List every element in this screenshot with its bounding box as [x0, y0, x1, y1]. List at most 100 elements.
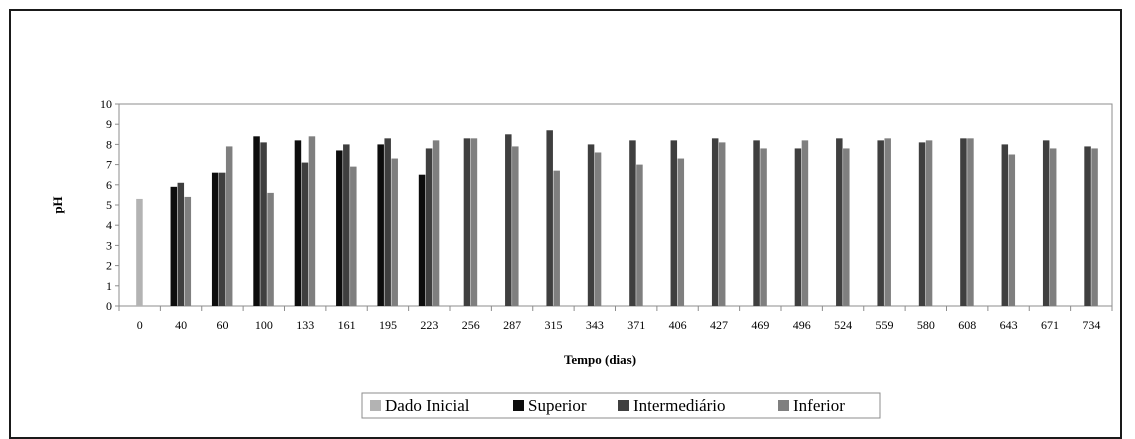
legend-swatch — [370, 400, 381, 411]
bar-intermedi-rio-343 — [587, 144, 595, 306]
y-tick-label: 10 — [100, 97, 112, 111]
bar-inferior-100 — [267, 192, 274, 306]
x-tick-label: 671 — [1041, 318, 1059, 332]
bar-intermedi-rio-133 — [301, 162, 309, 306]
legend-label: Dado Inicial — [385, 396, 470, 415]
bar-inferior-406 — [677, 158, 685, 306]
legend-swatch — [618, 400, 629, 411]
bar-inferior-40 — [184, 196, 192, 306]
x-tick-label: 734 — [1082, 318, 1100, 332]
bar-intermedi-rio-734 — [1084, 146, 1091, 306]
x-tick-label: 60 — [216, 318, 228, 332]
bar-inferior-608 — [967, 138, 974, 306]
bar-superior-223 — [418, 174, 426, 306]
bar-intermedi-rio-559 — [877, 140, 884, 306]
x-tick-label: 100 — [255, 318, 273, 332]
bar-inferior-734 — [1091, 148, 1098, 306]
bar-intermedi-rio-60 — [218, 172, 226, 306]
x-tick-label: 371 — [627, 318, 645, 332]
bar-superior-60 — [211, 172, 219, 306]
plot-area — [118, 103, 1113, 307]
legend-label: Intermediário — [633, 396, 726, 415]
bar-inferior-469 — [760, 148, 767, 306]
bar-superior-133 — [294, 140, 302, 306]
y-tick-label: 3 — [106, 238, 112, 252]
bar-intermedi-rio-100 — [260, 142, 267, 306]
x-tick-label: 195 — [379, 318, 397, 332]
x-tick-label: 643 — [1000, 318, 1018, 332]
bar-intermedi-rio-427 — [711, 138, 719, 306]
bar-dado-inicial-0 — [136, 198, 143, 306]
x-axis-title: Tempo (dias) — [564, 352, 636, 367]
x-tick-label: 287 — [503, 318, 521, 332]
bar-superior-161 — [336, 150, 343, 306]
y-tick-label: 8 — [106, 137, 112, 151]
legend-label: Superior — [528, 396, 587, 415]
y-tick-label: 2 — [106, 259, 112, 273]
bar-inferior-223 — [432, 140, 440, 306]
y-tick-label: 9 — [106, 117, 112, 131]
bar-inferior-195 — [391, 158, 398, 306]
x-axis: 0 40 60 100 133 161 195 223 256 287 315 343 371 406 42… — [118, 306, 1113, 332]
y-axis-title: pH — [50, 196, 65, 213]
bar-inferior-496 — [801, 140, 809, 306]
legend: Dado Inicial Superior Intermediário Inferio… — [361, 392, 881, 419]
legend-swatch — [513, 400, 524, 411]
y-tick-label: 6 — [106, 178, 112, 192]
x-tick-label: 580 — [917, 318, 935, 332]
bar-intermedi-rio-580 — [918, 142, 926, 306]
x-tick-label: 427 — [710, 318, 728, 332]
y-tick-label: 0 — [106, 299, 112, 313]
bar-inferior-133 — [308, 136, 316, 306]
bar-inferior-287 — [512, 146, 519, 306]
bar-intermedi-rio-371 — [629, 140, 636, 306]
bar-intermedi-rio-287 — [505, 134, 512, 306]
bar-superior-195 — [377, 144, 384, 306]
bar-intermedi-rio-315 — [546, 130, 553, 306]
bar-inferior-60 — [225, 146, 233, 306]
x-tick-label: 161 — [338, 318, 356, 332]
bar-intermedi-rio-671 — [1042, 140, 1050, 306]
bar-superior-40 — [170, 186, 178, 306]
bar-intermedi-rio-524 — [836, 138, 843, 306]
bar-inferior-643 — [1008, 154, 1016, 306]
bar-inferior-524 — [843, 148, 850, 306]
x-tick-label: 223 — [420, 318, 438, 332]
x-tick-label: 315 — [544, 318, 562, 332]
y-tick-label: 1 — [106, 279, 112, 293]
bar-inferior-580 — [925, 140, 933, 306]
bar-intermedi-rio-256 — [463, 138, 471, 306]
x-tick-label: 469 — [751, 318, 769, 332]
bar-inferior-343 — [594, 152, 602, 306]
bar-inferior-371 — [636, 164, 643, 306]
bar-intermedi-rio-161 — [343, 144, 350, 306]
x-tick-label: 406 — [669, 318, 687, 332]
x-tick-label: 496 — [793, 318, 811, 332]
bar-superior-100 — [253, 136, 260, 306]
x-tick-label: 608 — [958, 318, 976, 332]
bars — [136, 130, 1098, 306]
bar-inferior-671 — [1049, 148, 1057, 306]
y-tick-label: 4 — [106, 218, 112, 232]
bar-intermedi-rio-496 — [794, 148, 802, 306]
bar-inferior-256 — [470, 138, 478, 306]
bar-inferior-161 — [350, 166, 357, 306]
x-tick-label: 0 — [137, 318, 143, 332]
bar-intermedi-rio-406 — [670, 140, 678, 306]
legend-items: Dado Inicial Superior Intermediário Inferio… — [370, 396, 845, 415]
legend-label: Inferior — [793, 396, 845, 415]
bar-inferior-559 — [884, 138, 891, 306]
bar-intermedi-rio-643 — [1001, 144, 1009, 306]
bar-intermedi-rio-195 — [384, 138, 391, 306]
x-tick-label: 559 — [875, 318, 893, 332]
x-tick-label: 40 — [175, 318, 187, 332]
y-tick-label: 5 — [106, 198, 112, 212]
y-tick-label: 7 — [106, 158, 112, 172]
bar-inferior-315 — [553, 170, 560, 306]
bar-intermedi-rio-223 — [425, 148, 433, 306]
x-tick-label: 343 — [586, 318, 604, 332]
x-tick-label: 256 — [462, 318, 480, 332]
bar-intermedi-rio-40 — [177, 182, 185, 306]
x-tick-label: 524 — [834, 318, 852, 332]
